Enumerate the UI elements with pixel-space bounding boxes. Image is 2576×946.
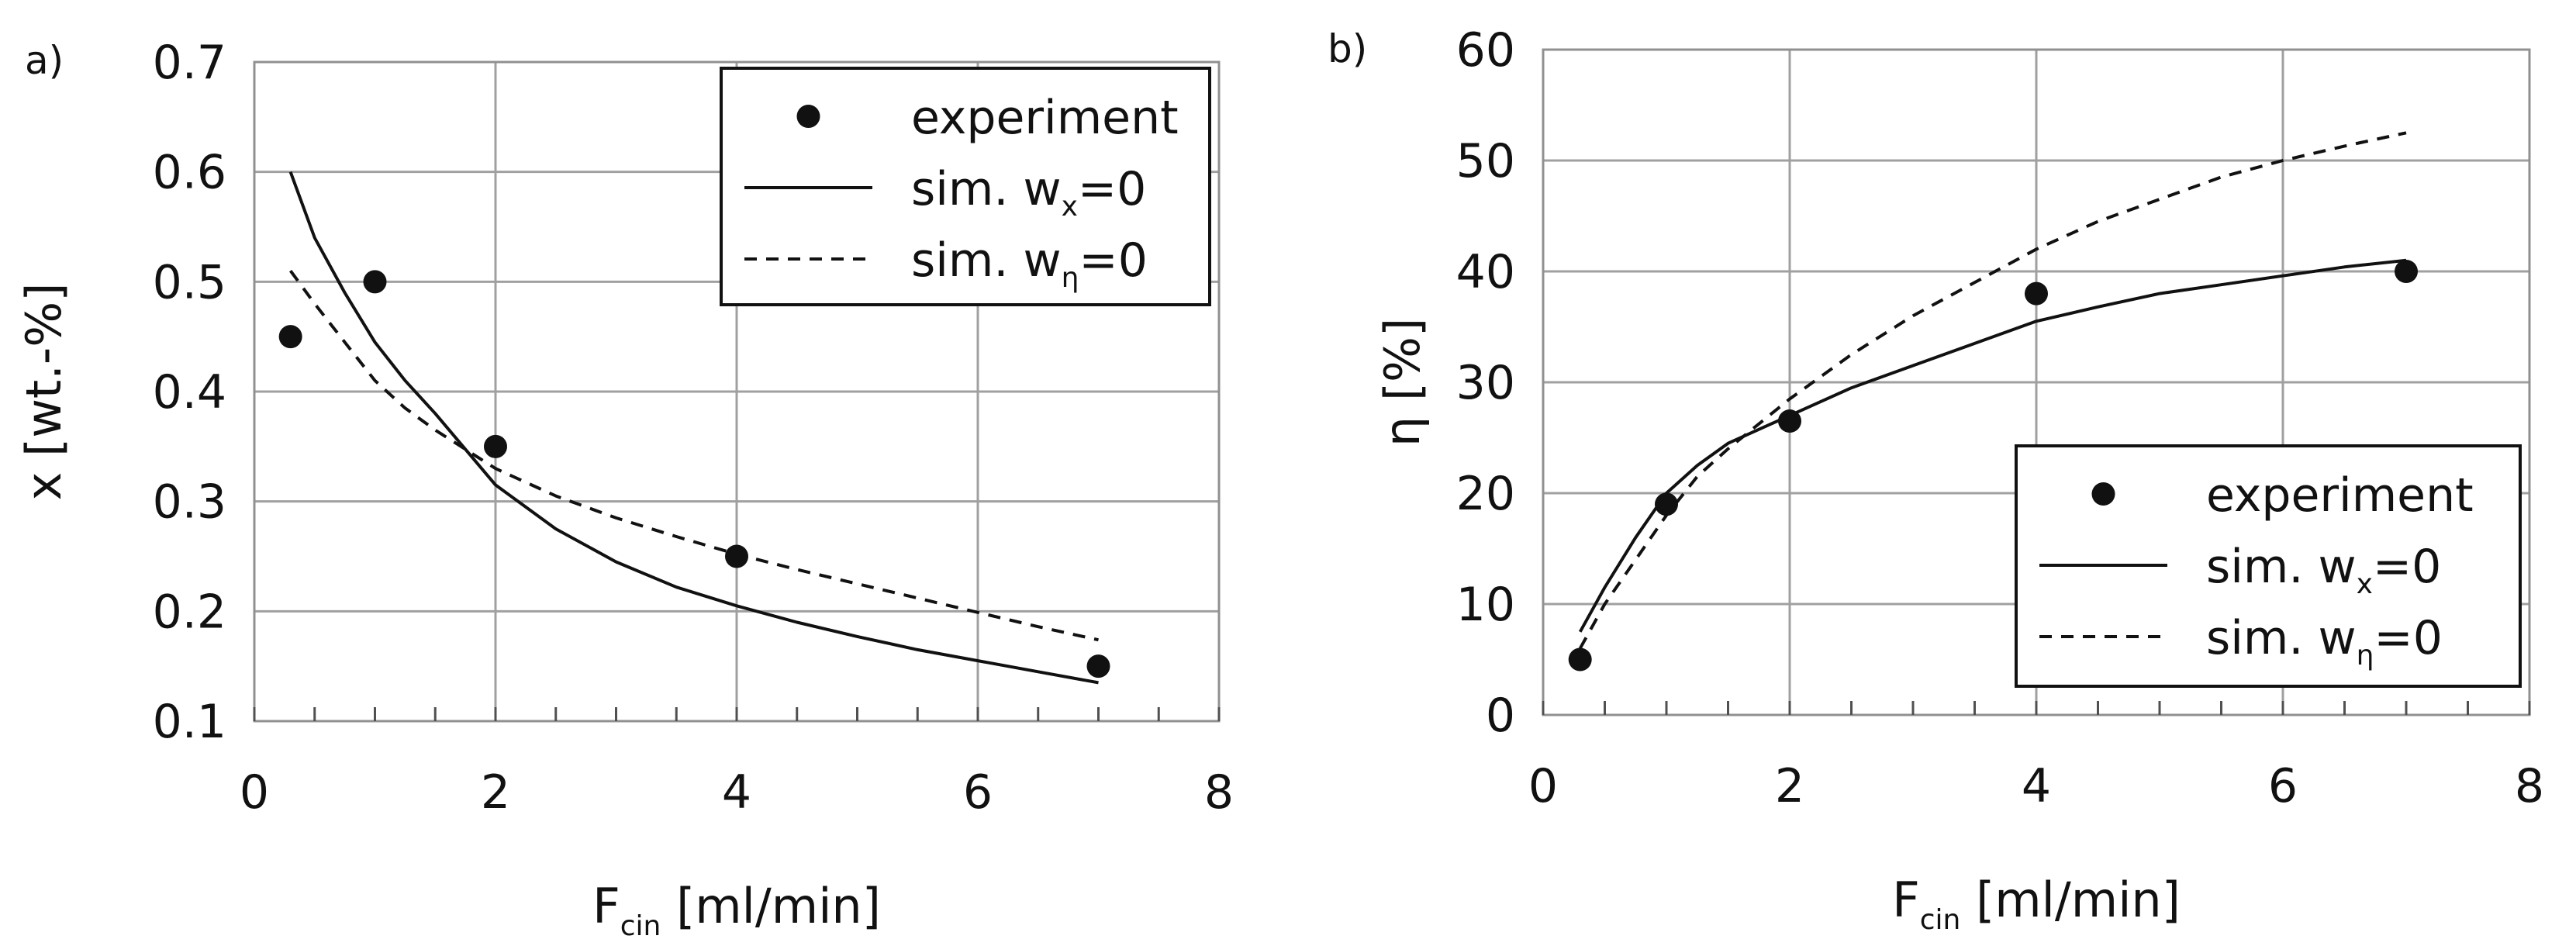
panel-label: b) — [1328, 26, 1367, 71]
legend-label: sim. wη=0 — [2206, 611, 2443, 672]
x-tick-label: 0 — [240, 765, 269, 820]
legend-label-sub: η — [1062, 262, 1079, 294]
x-tick-label: 2 — [1775, 759, 1804, 813]
y-tick-label: 0.3 — [153, 475, 226, 530]
x-axis-label-unit: [ml/min] — [1960, 872, 2181, 928]
y-tick-label: 40 — [1456, 245, 1515, 299]
experiment-point — [2025, 281, 2048, 306]
legend-label-main: experiment — [911, 91, 1179, 145]
experiment-point — [484, 434, 507, 458]
y-tick-label: 10 — [1456, 578, 1515, 632]
x-axis-label-main: F — [1892, 872, 1920, 928]
legend-label: sim. wx=0 — [2206, 540, 2441, 600]
legend-label-main: sim. w — [2206, 611, 2357, 665]
x-axis-label-sub: cin — [1920, 904, 1961, 936]
experiment-point — [363, 270, 387, 294]
y-tick-label: 0.4 — [153, 365, 226, 419]
y-axis-label: η [%] — [1374, 318, 1431, 447]
y-tick-label: 0.6 — [153, 146, 226, 200]
legend-label-main: sim. w — [911, 233, 1062, 288]
panel-label: a) — [25, 38, 64, 83]
x-tick-label: 8 — [1204, 765, 1234, 820]
y-tick-label: 60 — [1456, 23, 1515, 78]
x-axis-label-unit: [ml/min] — [661, 878, 881, 934]
experiment-point — [278, 325, 302, 349]
legend-label: sim. wx=0 — [911, 162, 1146, 223]
x-axis-label-sub: cin — [620, 910, 661, 942]
legend-label-sub: η — [2357, 640, 2374, 672]
x-tick-label: 6 — [2268, 759, 2298, 813]
experiment-point — [2395, 260, 2418, 283]
x-tick-label: 2 — [481, 765, 510, 820]
chart-panel-b: 0 2 4 6 8 0 10 20 30 40 50 60 b) Fcin [ml/min] η [%] ex… — [1328, 23, 2544, 936]
legend-label-main: sim. w — [2206, 540, 2357, 594]
y-tick-label: 0.5 — [153, 255, 226, 309]
x-tick-label: 0 — [1528, 759, 1558, 813]
experiment-point — [1086, 654, 1110, 678]
legend-label-sub: x — [1062, 191, 1078, 223]
y-axis-label: x [wt.-%] — [16, 283, 72, 501]
x-axis-label: Fcin [ml/min] — [592, 878, 881, 942]
y-tick-label: 0 — [1486, 689, 1515, 743]
y-tick-label: 20 — [1456, 467, 1515, 521]
sim-wx-line — [288, 171, 1099, 685]
y-tick-label: 0.7 — [153, 36, 226, 90]
legend-label-main: sim. w — [911, 162, 1062, 216]
legend-label: experiment — [2206, 468, 2474, 523]
legend-label-main: experiment — [2206, 468, 2474, 523]
legend-marker-experiment — [2091, 482, 2115, 506]
x-axis-label: Fcin [ml/min] — [1892, 872, 2181, 936]
legend-marker-experiment — [796, 105, 820, 128]
y-tick-label: 50 — [1456, 134, 1515, 188]
sim-wx-line — [1578, 258, 2407, 633]
experiment-point — [1568, 647, 1592, 672]
legend-label-suffix: =0 — [2373, 540, 2441, 594]
x-tick-label: 6 — [963, 765, 993, 820]
legend-label-suffix: =0 — [1079, 233, 1147, 288]
y-tick-label: 30 — [1456, 356, 1515, 410]
legend-label: experiment — [911, 91, 1179, 145]
y-tick-label: 0.2 — [153, 585, 226, 639]
x-tick-label: 4 — [722, 765, 751, 820]
sim-w-eta-line — [1578, 131, 2407, 650]
legend-label-sub: x — [2357, 568, 2373, 600]
x-tick-label: 8 — [2515, 759, 2544, 813]
x-axis-label-main: F — [592, 878, 620, 934]
legend-label: sim. wη=0 — [911, 233, 1148, 294]
y-tick-label: 0.1 — [153, 695, 226, 749]
legend-label-suffix: =0 — [2374, 611, 2442, 665]
experiment-point — [1655, 492, 1678, 516]
x-tick-label: 4 — [2022, 759, 2051, 813]
experiment-point — [1778, 409, 1801, 433]
chart-panel-a: 0 2 4 6 8 0.1 0.2 0.3 0.4 0.5 0.6 0.7 a) Fcin [ml/min… — [16, 36, 1234, 942]
sim-w-eta-line — [288, 270, 1099, 642]
legend-label-suffix: =0 — [1078, 162, 1146, 216]
experiment-point — [725, 544, 748, 568]
